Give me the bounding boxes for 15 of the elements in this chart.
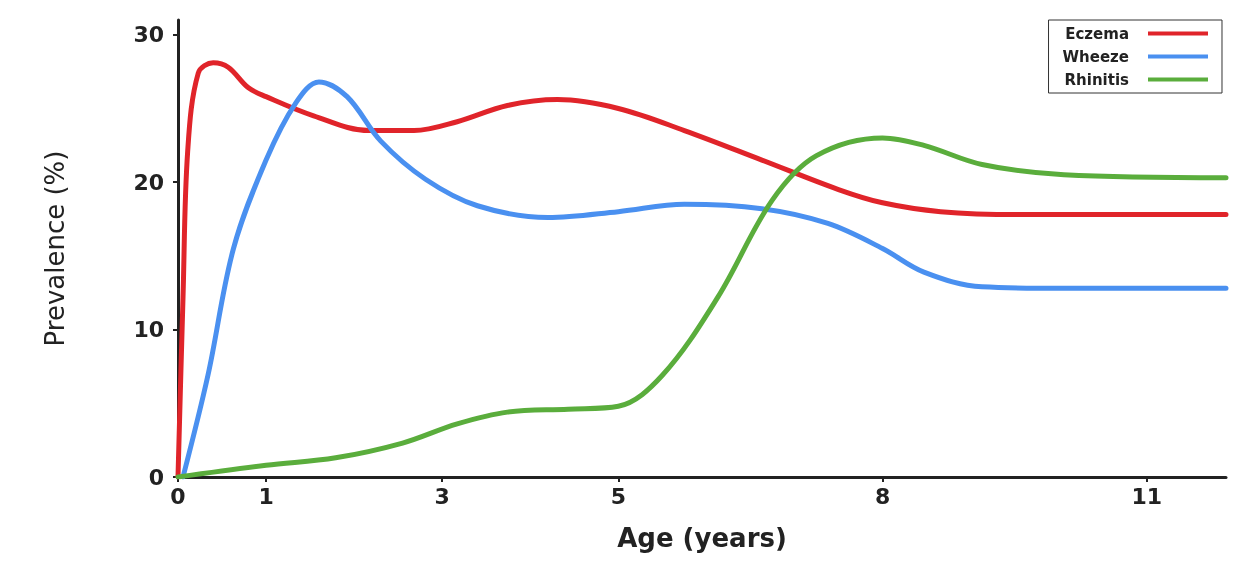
legend-label: Eczema <box>1065 24 1129 43</box>
x-tick-label: 11 <box>1131 483 1163 509</box>
x-tick-label: 0 <box>170 483 186 509</box>
x-tick-label: 1 <box>258 483 274 509</box>
y-axis-title: Prevalence (%) <box>40 150 70 347</box>
y-tick-label: 0 <box>148 464 164 490</box>
legend-label: Rhinitis <box>1064 70 1130 89</box>
legend-label: Wheeze <box>1062 47 1129 66</box>
x-tick-label: 5 <box>610 483 626 509</box>
x-tick-label: 3 <box>434 483 450 509</box>
y-tick-label: 30 <box>133 22 164 48</box>
y-tick-label: 20 <box>133 169 164 195</box>
x-axis-title: Age (years) <box>617 523 787 553</box>
x-tick-label: 8 <box>874 483 891 509</box>
y-tick-label: 10 <box>133 317 164 343</box>
